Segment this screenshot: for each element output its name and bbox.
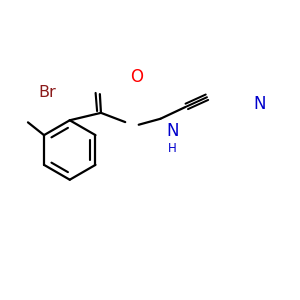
Text: Br: Br <box>39 85 56 100</box>
Text: N: N <box>254 95 266 113</box>
Text: O: O <box>130 68 143 86</box>
Text: H: H <box>168 142 177 155</box>
Text: N: N <box>166 122 178 140</box>
